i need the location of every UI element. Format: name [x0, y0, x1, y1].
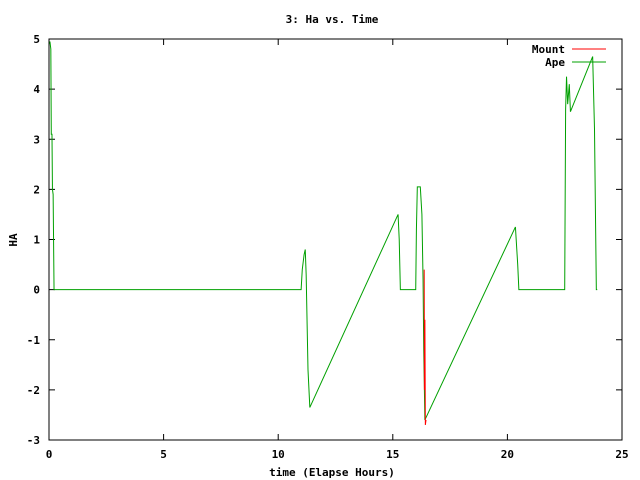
y-tick-label: 0 [33, 284, 40, 297]
series-line-ape [48, 41, 598, 421]
y-tick-label: -3 [27, 434, 40, 447]
series-lines [48, 41, 598, 426]
x-axis-label: time (Elapse Hours) [269, 466, 395, 479]
series-line-mount [423, 269, 427, 426]
x-tick-label: 0 [46, 448, 53, 461]
y-tick-label: 2 [33, 183, 40, 196]
y-tick-label: -1 [27, 334, 41, 347]
y-axis-label: HA [7, 233, 20, 247]
x-tick-label: 20 [501, 448, 514, 461]
x-tick-label: 10 [272, 448, 285, 461]
y-tick-label: -2 [27, 384, 40, 397]
x-tick-label: 25 [615, 448, 628, 461]
legend-label-mount: Mount [532, 43, 565, 56]
y-tick-label: 3 [33, 133, 40, 146]
legend-label-ape: Ape [545, 56, 565, 69]
y-tick-label: 4 [33, 83, 40, 96]
y-tick-label: 1 [33, 234, 40, 247]
chart-title: 3: Ha vs. Time [286, 13, 379, 26]
plot-frame [48, 38, 623, 441]
y-tick-label: 5 [33, 33, 40, 46]
x-tick-label: 15 [386, 448, 399, 461]
axis-ticks: 0 5 10 15 20 25 -3 -2 -1 0 1 2 3 4 5 [27, 33, 629, 461]
x-tick-label: 5 [160, 448, 167, 461]
